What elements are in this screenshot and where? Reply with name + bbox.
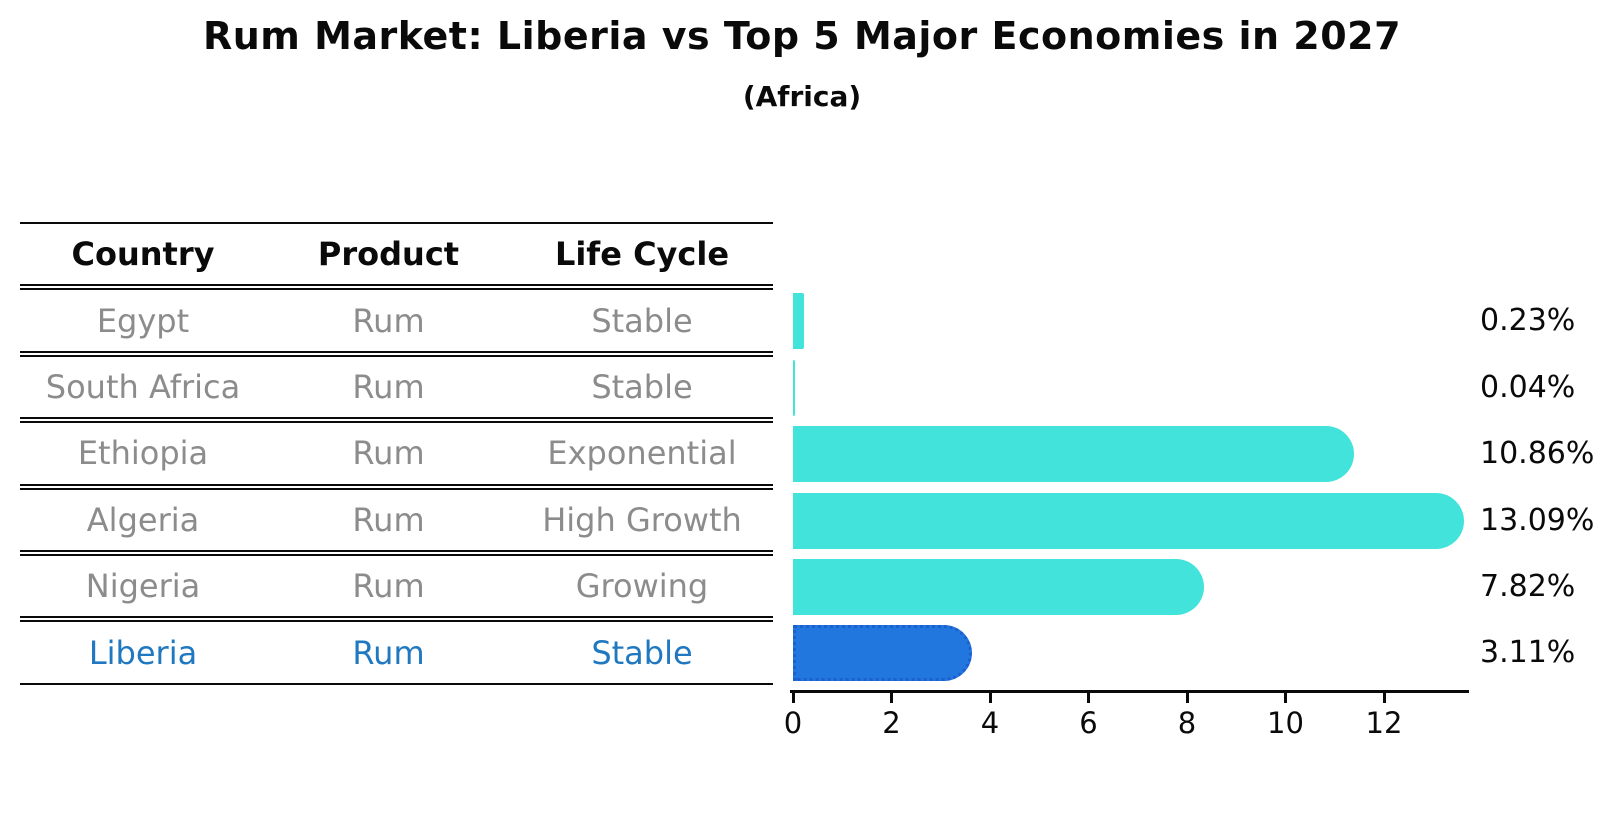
table-row-ethiopia: Ethiopia Rum Exponential (20, 421, 773, 486)
cell-egypt-life-cycle: Stable (591, 301, 693, 340)
table-row-nigeria: Nigeria Rum Growing (20, 553, 773, 619)
bar-value-label-nigeria: 7.82% (1480, 569, 1576, 604)
column-header-country: Country (71, 235, 215, 274)
cell-nigeria-country: Nigeria (85, 567, 201, 606)
cell-liberia-country: Liberia (88, 633, 198, 672)
x-axis-tick-label-8: 8 (1177, 706, 1197, 740)
x-axis-tick-label-12: 12 (1365, 706, 1403, 740)
cell-nigeria-life-cycle: Growing (575, 567, 709, 606)
cell-liberia-life-cycle: Stable (591, 633, 693, 672)
table-row-liberia: Liberia Rum Stable (20, 620, 773, 685)
column-header-product: Product (317, 235, 460, 274)
x-axis-tick-10 (1284, 693, 1287, 703)
x-axis-tick-label-2: 2 (882, 706, 901, 740)
cell-nigeria-product: Rum (352, 567, 425, 606)
cell-algeria-life-cycle: High Growth (542, 500, 742, 539)
cell-egypt-country: Egypt (96, 301, 190, 340)
x-axis-tick-2 (890, 693, 893, 703)
cell-egypt-product: Rum (352, 301, 425, 340)
x-axis-line (790, 690, 1469, 693)
bar-value-label-algeria: 13.09% (1480, 502, 1595, 538)
chart-title: Rum Market: Liberia vs Top 5 Major Econo… (202, 14, 1402, 58)
bar-ethiopia (793, 426, 1354, 483)
cell-south-africa-country: South Africa (45, 367, 241, 406)
x-axis-tick-6 (1087, 693, 1090, 703)
bar-liberia (793, 625, 973, 682)
x-axis-tick-12 (1382, 693, 1386, 703)
chart-subtitle: (Africa) (742, 80, 862, 113)
x-axis-tick-label-10: 10 (1267, 706, 1304, 740)
bar-nigeria (793, 559, 1205, 615)
cell-south-africa-life-cycle: Stable (591, 367, 693, 406)
x-axis-tick-label-0: 0 (783, 706, 803, 740)
table-row-egypt: Egypt Rum Stable (20, 288, 773, 353)
column-header-life-cycle: Life Cycle (554, 235, 730, 274)
x-axis-tick-8 (1185, 693, 1189, 703)
cell-liberia-product: Rum (352, 633, 425, 672)
bar-egypt (793, 293, 805, 350)
bar-value-label-egypt: 0.23% (1480, 303, 1576, 339)
table-header-row: Country Product Life Cycle (20, 222, 773, 287)
x-axis-tick-4 (988, 693, 992, 703)
cell-algeria-product: Rum (352, 500, 425, 539)
x-axis-tick-0 (791, 693, 795, 703)
country-table: Country Product Life Cycle Egypt Rum Stable So… (20, 222, 773, 687)
bar-value-label-liberia: 3.11% (1480, 635, 1576, 671)
x-axis-tick-label-4: 4 (980, 706, 1000, 740)
bar-south-africa (793, 359, 795, 416)
table-row-algeria: Algeria Rum High Growth (20, 487, 773, 552)
bar-algeria (793, 492, 1464, 549)
bar-value-label-south-africa: 0.04% (1480, 369, 1576, 405)
table-row-south-africa: South Africa Rum Stable (20, 354, 773, 420)
cell-ethiopia-country: Ethiopia (77, 434, 209, 473)
cell-algeria-country: Algeria (86, 500, 200, 539)
cell-ethiopia-life-cycle: Exponential (547, 434, 737, 473)
cell-south-africa-product: Rum (352, 367, 425, 406)
x-axis-tick-label-6: 6 (1079, 706, 1098, 740)
cell-ethiopia-product: Rum (352, 434, 425, 473)
bar-value-label-ethiopia: 10.86% (1480, 436, 1595, 472)
